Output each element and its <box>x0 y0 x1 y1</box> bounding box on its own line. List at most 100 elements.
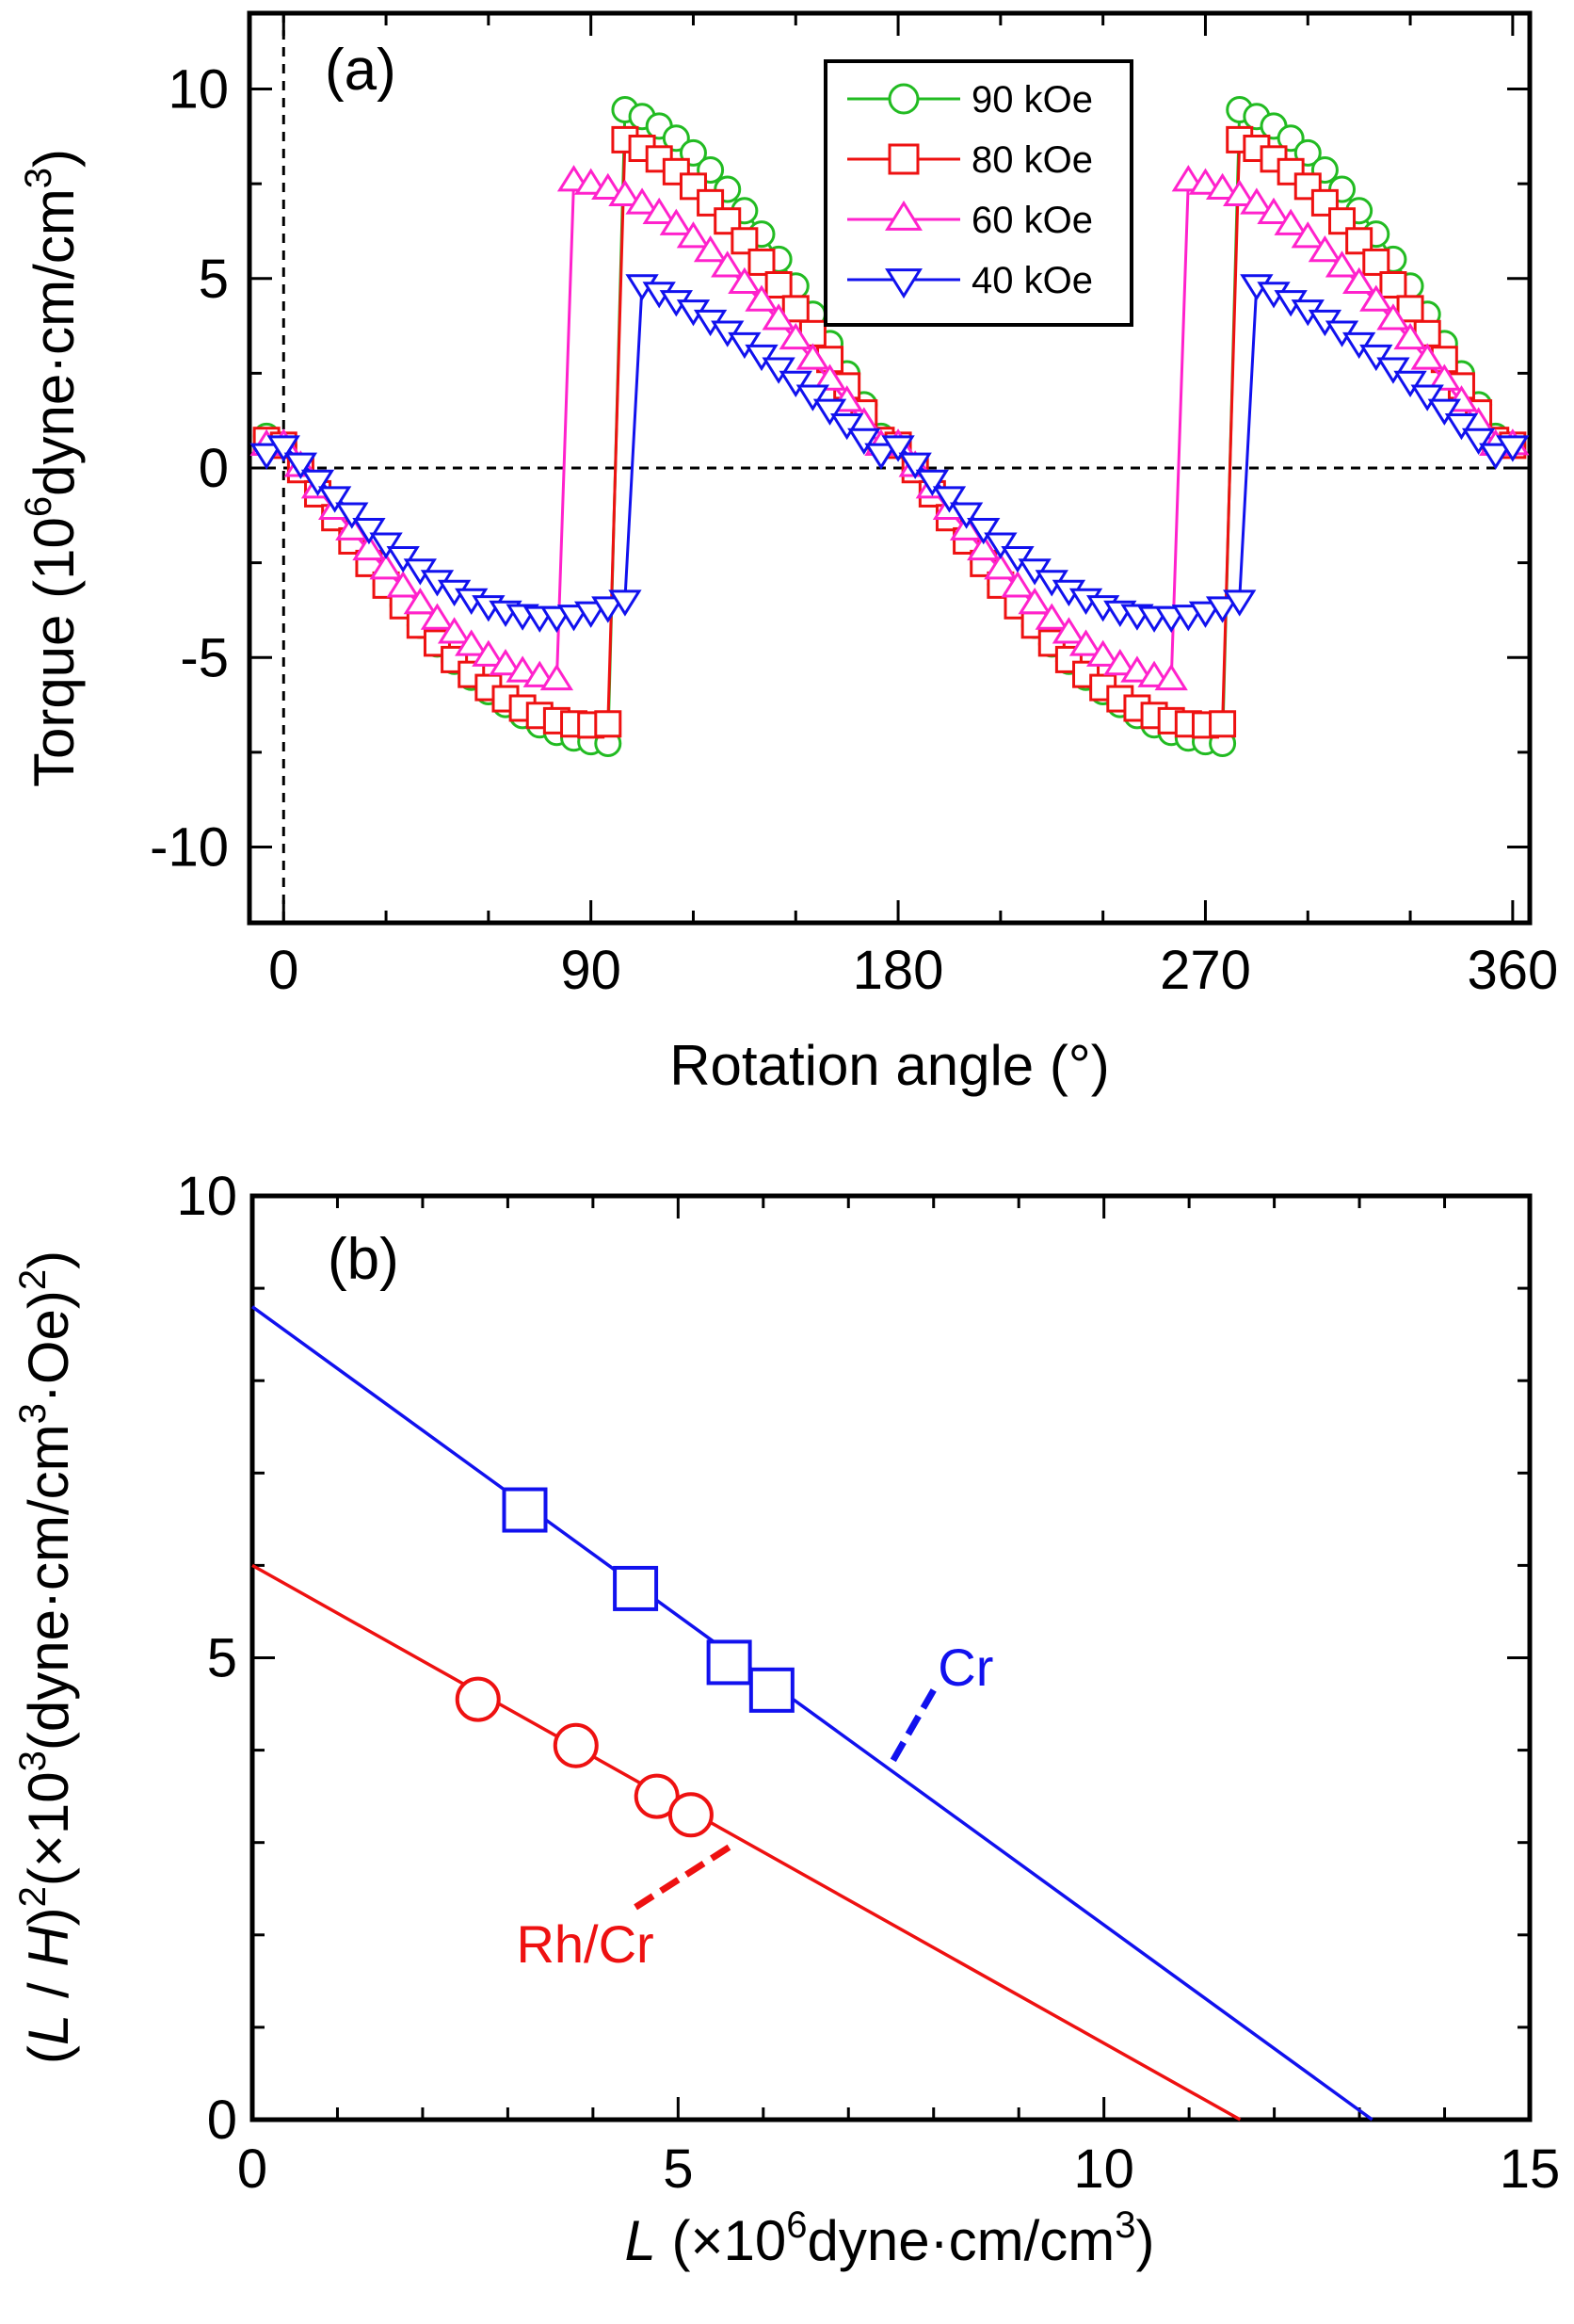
legend-label: 80 kOe <box>972 139 1093 181</box>
data-point <box>266 435 300 462</box>
data-point <box>1325 250 1359 278</box>
data-point <box>881 435 915 462</box>
data-point <box>1240 187 1274 215</box>
data-point <box>779 322 812 350</box>
y-tick-label: 0 <box>207 2090 237 2151</box>
data-point <box>249 443 283 470</box>
legend-label: 90 kOe <box>972 79 1093 121</box>
data-point <box>472 639 506 667</box>
data-point <box>1120 655 1154 683</box>
data-point <box>1188 168 1223 195</box>
data-point <box>667 1792 714 1838</box>
legend-marker <box>885 268 923 299</box>
data-point <box>693 235 728 263</box>
y-tick-label: 10 <box>168 59 229 121</box>
data-point <box>369 553 403 580</box>
annotation-pointer <box>634 1844 731 1911</box>
panel-b-annotations: Cr Rh/Cr <box>516 1638 993 1974</box>
x-tick-label: 90 <box>560 940 621 1001</box>
x-tick-label: 0 <box>268 940 298 1001</box>
data-point <box>591 596 625 623</box>
panel-b-y-tick-labels: 0 5 10 <box>176 1166 237 2151</box>
data-point <box>489 648 522 676</box>
data-point <box>795 384 830 412</box>
data-point <box>1018 588 1052 615</box>
data-point <box>764 271 793 299</box>
panel-a-series <box>249 95 1530 758</box>
x-tick-label: 180 <box>853 940 944 1001</box>
data-point <box>1257 197 1291 224</box>
data-point <box>1410 384 1444 412</box>
legend-label: 60 kOe <box>972 200 1093 241</box>
data-point <box>594 710 622 738</box>
data-point <box>352 533 386 561</box>
x-tick-label: 360 <box>1467 940 1558 1001</box>
data-point <box>608 589 642 617</box>
data-point <box>1379 271 1407 299</box>
data-point <box>455 1676 501 1722</box>
annotation-label: Rh/Cr <box>516 1914 653 1974</box>
data-point <box>984 553 1018 580</box>
data-point <box>967 517 1001 545</box>
data-point <box>781 295 810 323</box>
x-tick-label: 10 <box>1073 2138 1134 2200</box>
data-point <box>932 486 967 513</box>
panel-a-x-axis-title: Rotation angle (°) <box>669 1034 1110 1097</box>
legend-marker <box>888 83 920 115</box>
data-point <box>625 187 659 215</box>
data-point <box>812 363 847 391</box>
data-point <box>591 172 625 200</box>
data-point <box>437 617 472 644</box>
data-point <box>1001 571 1035 598</box>
data-point <box>1479 443 1513 470</box>
data-point <box>1362 248 1390 276</box>
panel-b-linear-fit-chart: Cr Rh/Cr 0 5 10 15 0 5 10 (b) L (×106dyne·cm/c… <box>12 1166 1560 2272</box>
fit-line <box>250 1305 1373 2122</box>
data-point <box>1359 284 1393 312</box>
panel-b-x-axis-title: L (×106dyne·cm/cm3) <box>624 2204 1154 2272</box>
legend-label: 40 kOe <box>972 260 1093 301</box>
data-point <box>1410 343 1444 370</box>
data-point <box>915 469 949 496</box>
x-tick-label: 0 <box>237 2138 267 2200</box>
data-point <box>1154 663 1188 691</box>
data-point <box>1308 235 1342 263</box>
panel-b-ticks <box>250 1194 1532 2122</box>
data-point <box>847 428 881 455</box>
data-point <box>711 250 745 278</box>
panel-a-y-tick-labels: -10 -5 0 5 10 <box>150 59 229 879</box>
data-point <box>352 517 386 545</box>
data-point <box>1052 617 1086 644</box>
data-point <box>539 663 574 691</box>
legend-marker <box>888 143 920 175</box>
data-point <box>1103 648 1137 676</box>
data-point <box>1359 344 1393 372</box>
data-point <box>506 655 539 683</box>
data-point <box>1427 363 1461 391</box>
data-point <box>1427 398 1461 426</box>
y-tick-label: 5 <box>207 1628 237 1689</box>
data-point <box>642 197 676 224</box>
panel-a-ticks <box>249 13 1530 923</box>
data-point <box>1277 124 1305 153</box>
data-point <box>676 221 711 249</box>
data-point <box>335 502 369 529</box>
data-point <box>1393 322 1427 350</box>
data-point <box>1223 179 1257 206</box>
panel-b-series <box>250 1305 1373 2122</box>
data-point <box>706 1639 752 1686</box>
data-point <box>1205 172 1240 200</box>
data-point <box>1035 603 1068 630</box>
data-point <box>300 469 335 496</box>
fit-line <box>251 1563 1242 2122</box>
data-point <box>748 1667 795 1713</box>
data-point <box>659 208 693 235</box>
data-point <box>762 303 795 331</box>
data-point <box>812 398 847 426</box>
data-point <box>745 284 779 312</box>
y-tick-label: 5 <box>199 249 229 310</box>
data-point <box>1342 266 1376 295</box>
data-point <box>1243 134 1271 162</box>
panel-a-torque-chart: 0 90 180 270 360 -10 -5 0 5 10 (a) Rotation angl… <box>18 10 1558 1097</box>
x-tick-label: 270 <box>1160 940 1251 1001</box>
